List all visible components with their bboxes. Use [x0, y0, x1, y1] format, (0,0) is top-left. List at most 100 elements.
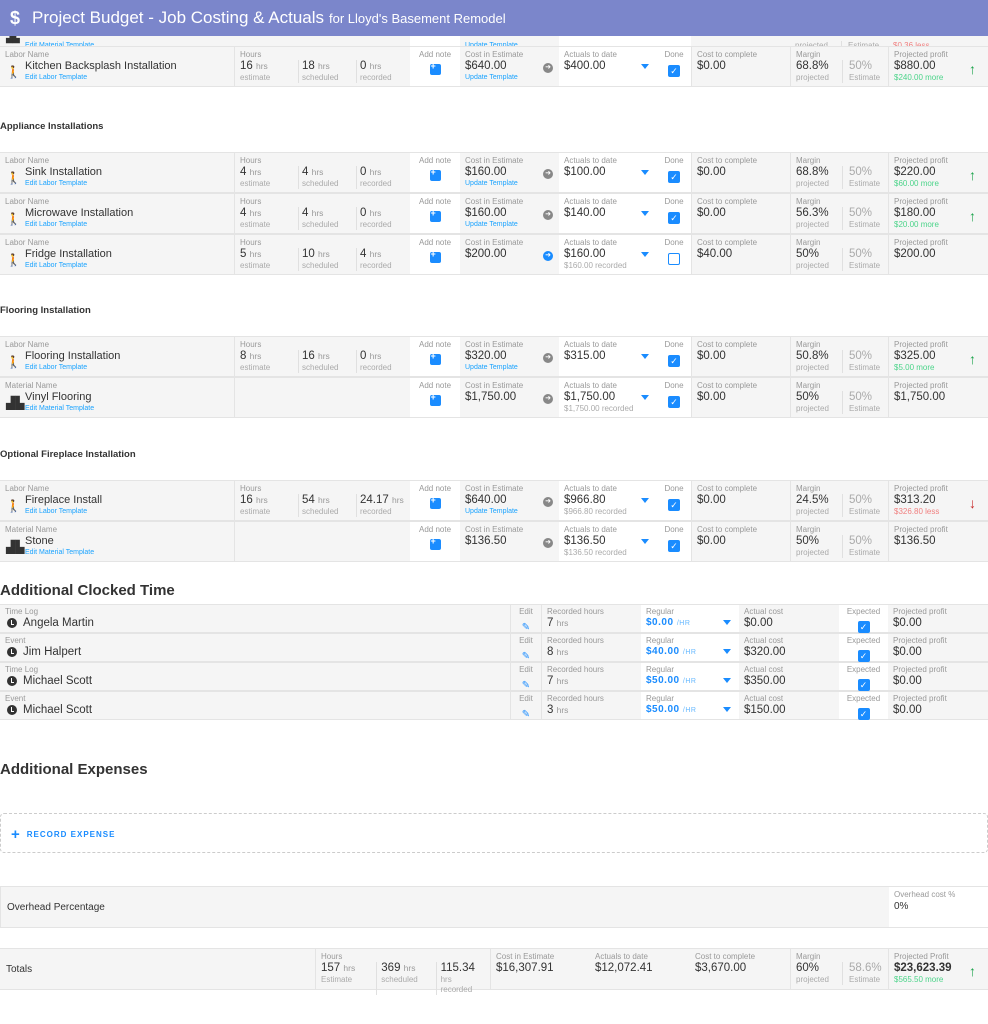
clock-icon	[7, 646, 17, 657]
totals-label: Totals	[6, 964, 33, 975]
add-note-button[interactable]: Add note	[410, 481, 460, 520]
done-checkbox[interactable]: ✓	[668, 212, 680, 224]
edit-icon[interactable]: ✎	[521, 622, 531, 633]
actuals-dropdown[interactable]: Actuals to date $140.00	[559, 194, 657, 233]
edit-button[interactable]: Edit ✎	[510, 692, 541, 720]
add-note-button[interactable]: Add note	[410, 522, 460, 561]
add-note-icon[interactable]	[429, 536, 441, 550]
arrow-right-circle-icon[interactable]: ➜	[543, 63, 553, 73]
edit-icon[interactable]: ✎	[521, 709, 531, 720]
actuals-dropdown[interactable]: Actuals to date $100.00	[559, 153, 657, 192]
add-note-icon[interactable]	[429, 351, 441, 365]
rate-dropdown[interactable]: Regular $50.00 /HR	[641, 663, 739, 690]
caret-down-icon[interactable]	[723, 649, 731, 654]
expected-checkbox[interactable]: ✓	[857, 708, 870, 720]
profit-delta: $0.36 less	[893, 41, 929, 51]
hours-cell	[234, 522, 410, 561]
update-template-link[interactable]: Update Template	[465, 180, 518, 187]
totals-profit: $23,623.39	[894, 962, 952, 974]
edit-icon[interactable]: ✎	[521, 651, 531, 662]
expected-checkbox[interactable]: ✓	[857, 650, 870, 662]
add-note-button[interactable]: Add note	[410, 235, 460, 274]
done-checkbox[interactable]: ✓	[668, 171, 680, 183]
done-checkbox[interactable]	[668, 253, 680, 265]
add-note-icon[interactable]	[429, 208, 441, 222]
add-note-icon[interactable]	[429, 249, 441, 263]
actuals-dropdown[interactable]: Actuals to date $315.00	[559, 337, 657, 376]
caret-down-icon[interactable]	[723, 620, 731, 625]
actuals-dropdown[interactable]: Actuals to date $136.50 $136.50 recorded	[559, 522, 657, 561]
caret-down-icon[interactable]	[641, 498, 649, 503]
done-checkbox[interactable]: ✓	[668, 65, 680, 77]
arrow-right-circle-icon[interactable]: ➜	[543, 353, 553, 363]
totals-hours: Hours 157 hrs Estimate 369 hrs scheduled…	[315, 949, 490, 995]
edit-button[interactable]: Edit ✎	[510, 605, 541, 633]
rate-dropdown[interactable]: Regular $0.00 /HR	[641, 605, 739, 632]
edit-template-link[interactable]: Edit Labor Template	[25, 508, 88, 515]
add-note-icon[interactable]	[429, 392, 441, 406]
edit-template-link[interactable]: Edit Labor Template	[25, 74, 88, 81]
done-checkbox-cell: Done ✓	[657, 194, 691, 233]
caret-down-icon[interactable]	[641, 539, 649, 544]
edit-template-link[interactable]: Edit Material Template	[25, 405, 95, 412]
caret-down-icon[interactable]	[641, 64, 649, 69]
actuals-dropdown[interactable]: Actuals to date $160.00 $160.00 recorded	[559, 235, 657, 274]
add-note-button[interactable]: Add note	[410, 153, 460, 192]
up-arrow-icon: ↑	[969, 167, 976, 183]
arrow-right-circle-icon[interactable]: ➜	[543, 497, 553, 507]
record-expense-button[interactable]: + RECORD EXPENSE	[11, 826, 116, 843]
caret-down-icon[interactable]	[641, 170, 649, 175]
arrow-right-circle-icon[interactable]: ➜	[543, 210, 553, 220]
actuals-dropdown[interactable]: Actuals to date $1,750.00 $1,750.00 reco…	[559, 378, 657, 417]
actuals-dropdown[interactable]: Actuals to date $400.00	[559, 47, 657, 86]
hours-cell: Hours 16 hrs estimate 54 hrs scheduled 24.…	[234, 481, 410, 520]
add-note-button[interactable]: Add note	[410, 378, 460, 417]
done-checkbox[interactable]: ✓	[668, 540, 680, 552]
add-note-button[interactable]: Add note	[410, 47, 460, 86]
add-note-icon[interactable]	[429, 167, 441, 181]
caret-down-icon[interactable]	[641, 211, 649, 216]
arrow-right-circle-icon[interactable]: ➜	[543, 538, 553, 548]
edit-template-link[interactable]: Edit Labor Template	[25, 364, 88, 371]
caret-down-icon[interactable]	[641, 354, 649, 359]
edit-button[interactable]: Edit ✎	[510, 634, 541, 662]
caret-down-icon[interactable]	[723, 678, 731, 683]
edit-template-link[interactable]: Edit Labor Template	[25, 221, 88, 228]
arrow-right-circle-icon[interactable]: ➜	[543, 394, 553, 404]
rate-dropdown[interactable]: Regular $50.00 /HR	[641, 692, 739, 719]
done-checkbox-cell: Done ✓	[657, 481, 691, 520]
done-checkbox[interactable]: ✓	[668, 499, 680, 511]
edit-icon[interactable]: ✎	[521, 680, 531, 691]
caret-down-icon[interactable]	[723, 707, 731, 712]
add-note-icon[interactable]	[429, 495, 441, 509]
expected-checkbox[interactable]: ✓	[857, 621, 870, 633]
clock-icon	[7, 675, 17, 686]
update-template-link[interactable]: Update Template	[465, 74, 518, 81]
caret-down-icon[interactable]	[641, 395, 649, 400]
update-template-link[interactable]: Update Template	[465, 221, 518, 228]
update-template-link[interactable]: Update Template	[465, 364, 518, 371]
rate-dropdown[interactable]: Regular $40.00 /HR	[641, 634, 739, 661]
add-note-button[interactable]: Add note	[410, 194, 460, 233]
overhead-input[interactable]: Overhead cost % 0%	[889, 887, 988, 927]
update-template-link[interactable]: Update Template	[465, 508, 518, 515]
add-note-button[interactable]: Add note	[410, 337, 460, 376]
add-note-icon[interactable]	[429, 61, 441, 75]
done-checkbox[interactable]: ✓	[668, 396, 680, 408]
done-checkbox[interactable]: ✓	[668, 355, 680, 367]
update-template-link[interactable]: Update Template	[465, 41, 518, 50]
caret-down-icon[interactable]	[641, 252, 649, 257]
hours-cell	[234, 378, 410, 417]
expected-checkbox[interactable]: ✓	[857, 679, 870, 691]
edit-template-link[interactable]: Edit Labor Template	[25, 180, 88, 187]
hours-cell: Hours 5 hrs estimate 10 hrs scheduled 4 hr…	[234, 235, 410, 274]
arrow-right-circle-icon[interactable]: ➜	[543, 251, 553, 261]
plus-icon: +	[11, 826, 21, 843]
actuals-dropdown[interactable]: Actuals to date $966.80 $966.80 recorded	[559, 481, 657, 520]
edit-template-link[interactable]: Edit Material Template	[25, 549, 95, 556]
arrow-right-circle-icon[interactable]: ➜	[543, 169, 553, 179]
section-title-clocked: Additional Clocked Time	[0, 582, 175, 599]
edit-button[interactable]: Edit ✎	[510, 663, 541, 691]
edit-template-link[interactable]: Edit Labor Template	[25, 262, 88, 269]
edit-material-template-link[interactable]: Edit Material Template	[25, 41, 94, 50]
